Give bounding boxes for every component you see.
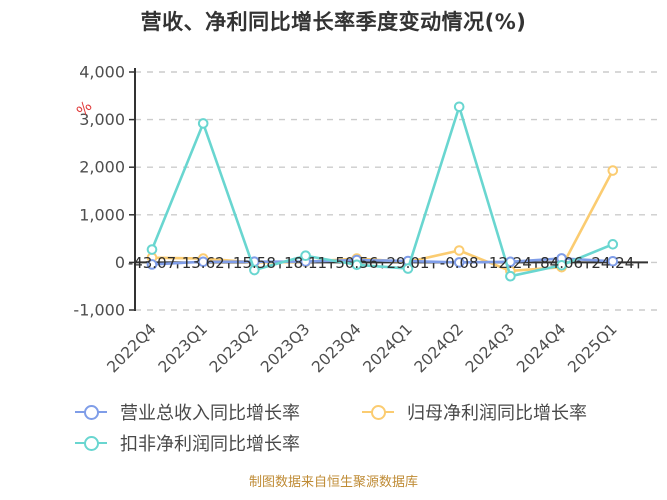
data-point-marker[interactable]	[607, 165, 619, 176]
data-point-marker[interactable]	[300, 250, 311, 262]
data-point-marker[interactable]	[402, 263, 414, 274]
data-point-marker[interactable]	[197, 256, 209, 268]
data-point-marker[interactable]	[556, 259, 567, 271]
data-point-label: 18.11	[284, 254, 327, 272]
data-point-label: -43.07	[128, 254, 176, 272]
data-point-marker[interactable]	[146, 259, 158, 270]
legend-item-0[interactable]: 营业总收入同比增长率	[75, 399, 300, 425]
y-axis-tick-label: 1,000	[79, 205, 125, 224]
data-point-marker[interactable]	[453, 101, 465, 113]
data-point-marker[interactable]	[607, 255, 619, 267]
data-point-marker[interactable]	[453, 245, 465, 256]
legend-line-circle-icon	[75, 435, 107, 451]
data-point-label: 29.01	[387, 254, 430, 272]
x-axis-label: 2024Q1	[360, 320, 416, 376]
legend-item-2[interactable]: 扣非净利润同比增长率	[75, 430, 300, 456]
y-axis-tick-label: 0	[115, 253, 125, 272]
data-point-marker[interactable]	[505, 270, 516, 282]
legend-line-circle-icon	[362, 404, 394, 420]
x-axis-label: 2024Q2	[411, 320, 467, 376]
series-line-1	[150, 257, 615, 266]
x-axis-label: 2024Q4	[513, 320, 569, 376]
legend-line-circle-icon	[75, 404, 107, 420]
data-point-label: 12.24	[489, 254, 532, 272]
x-axis-label: 2023Q3	[257, 320, 313, 376]
data-point-marker[interactable]	[351, 259, 363, 271]
x-axis-label: 2024Q3	[462, 320, 518, 376]
data-source-note: 制图数据来自恒生聚源数据库	[248, 475, 418, 490]
x-axis-label: 2022Q4	[104, 320, 160, 376]
line-chart-plot: 4,0003,0002,0001,0000-1,000%2022Q42023Q1…	[73, 63, 657, 376]
data-point-label: -0.08	[440, 254, 479, 272]
data-point-marker[interactable]	[146, 244, 158, 255]
data-point-marker[interactable]	[607, 239, 619, 250]
y-axis-tick-label: 2,000	[79, 158, 125, 177]
data-point-label: 13.62	[182, 254, 225, 272]
data-point-label: 84.06	[540, 254, 583, 272]
y-axis-tick-label: 4,000	[79, 63, 125, 82]
chart-title: 营收、净利同比增长率季度变动情况(%)	[140, 10, 527, 34]
legend-label: 扣非净利润同比增长率	[120, 434, 300, 455]
x-axis-label: 2023Q2	[206, 320, 262, 376]
legend-item-1[interactable]: 归母净利润同比增长率	[362, 399, 587, 425]
data-point-label: 50.56	[335, 254, 378, 272]
x-axis-label: 2025Q1	[564, 320, 620, 376]
y-axis-tick-label: -1,000	[73, 301, 125, 320]
legend-row-2: 扣非净利润同比增长率	[75, 430, 300, 456]
series-line-2	[150, 105, 615, 278]
data-point-label: 24.24	[591, 254, 634, 272]
legend-row-1: 营业总收入同比增长率 归母净利润同比增长率	[75, 399, 587, 425]
x-axis-label: 2023Q1	[155, 320, 211, 376]
data-point-marker[interactable]	[197, 118, 209, 129]
legend-label: 营业总收入同比增长率	[120, 403, 300, 424]
data-point-marker[interactable]	[453, 257, 465, 268]
legend-label: 归母净利润同比增长率	[407, 403, 587, 424]
x-axis-label: 2023Q4	[308, 320, 364, 376]
data-point-label: 15.58	[233, 254, 276, 272]
y-axis-tick-label: 3,000	[79, 110, 125, 129]
data-point-marker[interactable]	[249, 264, 260, 276]
